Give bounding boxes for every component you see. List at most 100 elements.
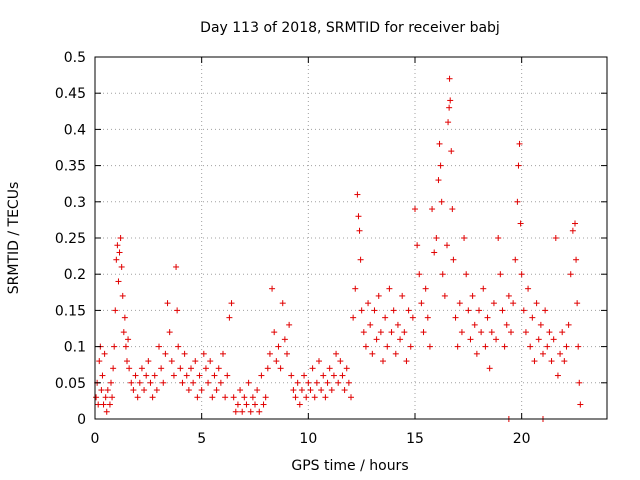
x-tick-label: 0 — [91, 431, 100, 447]
data-point — [211, 372, 218, 379]
data-point — [245, 379, 252, 386]
data-point — [394, 321, 401, 328]
data-point — [292, 394, 299, 401]
data-point — [96, 358, 103, 365]
data-point — [198, 387, 205, 394]
data-point — [401, 329, 408, 336]
data-point — [174, 307, 181, 314]
data-point — [569, 227, 576, 234]
data-point — [126, 365, 133, 372]
data-point — [322, 394, 329, 401]
y-tick-label: 0.05 — [55, 376, 86, 392]
data-point — [237, 387, 244, 394]
data-point — [447, 97, 454, 104]
data-point — [482, 343, 489, 350]
x-tick-label: 5 — [197, 431, 206, 447]
data-point — [243, 401, 250, 408]
data-point — [254, 387, 261, 394]
data-point — [576, 379, 583, 386]
data-point — [382, 314, 389, 321]
data-point — [156, 343, 162, 350]
data-point — [99, 372, 106, 379]
data-point — [567, 271, 574, 278]
data-point — [409, 314, 416, 321]
data-point — [333, 350, 340, 357]
data-point — [418, 300, 425, 307]
data-point — [405, 307, 412, 314]
data-point — [508, 329, 514, 336]
data-point — [369, 350, 376, 357]
data-point — [294, 379, 301, 386]
data-point — [277, 365, 284, 372]
data-point — [258, 372, 265, 379]
data-points — [93, 75, 584, 422]
data-point — [437, 162, 444, 169]
data-point — [260, 401, 267, 408]
data-point — [222, 394, 229, 401]
y-tick-label: 0.2 — [64, 267, 86, 283]
data-point — [95, 401, 102, 408]
data-point — [467, 336, 474, 343]
data-point — [577, 401, 584, 408]
data-point — [563, 343, 570, 350]
data-point — [266, 350, 273, 357]
data-point — [190, 379, 197, 386]
data-point — [113, 256, 120, 263]
data-point — [371, 307, 378, 314]
data-point — [478, 329, 485, 336]
data-point — [512, 256, 519, 263]
data-point — [234, 401, 241, 408]
data-point — [574, 300, 581, 307]
data-point — [397, 336, 404, 343]
data-point — [499, 307, 506, 314]
data-point — [380, 358, 386, 365]
data-point — [311, 394, 318, 401]
data-point — [497, 271, 504, 278]
data-point — [484, 314, 491, 321]
data-point — [145, 358, 152, 365]
data-point — [209, 394, 216, 401]
data-point — [326, 365, 333, 372]
y-tick-label: 0.1 — [64, 340, 86, 356]
data-point — [392, 350, 399, 357]
data-point — [341, 387, 348, 394]
data-point — [301, 372, 308, 379]
data-point — [307, 387, 314, 394]
data-point — [445, 119, 452, 126]
data-point — [435, 177, 442, 184]
data-point — [298, 387, 305, 394]
y-tick-label: 0 — [77, 412, 86, 428]
data-point — [226, 314, 233, 321]
data-point — [103, 408, 110, 415]
data-point — [456, 300, 463, 307]
data-point — [205, 379, 212, 386]
data-point — [546, 329, 553, 336]
data-point — [439, 271, 446, 278]
data-point — [362, 343, 369, 350]
data-point — [262, 394, 269, 401]
data-point — [279, 300, 286, 307]
data-point — [469, 292, 476, 299]
data-point — [125, 336, 132, 343]
y-tick-label: 0.15 — [55, 303, 86, 319]
data-point — [296, 401, 303, 408]
data-point — [217, 379, 224, 386]
data-point — [120, 329, 127, 336]
data-point — [505, 292, 512, 299]
data-point — [309, 365, 316, 372]
axis-ticks — [94, 56, 607, 420]
data-point — [151, 372, 158, 379]
data-point — [269, 285, 276, 292]
data-point — [337, 358, 344, 365]
data-point — [429, 206, 436, 213]
data-point — [110, 365, 117, 372]
data-point — [128, 379, 135, 386]
data-point — [303, 394, 310, 401]
data-point — [449, 206, 456, 213]
data-point — [228, 300, 235, 307]
data-point — [290, 387, 297, 394]
data-point — [357, 256, 364, 263]
data-point — [104, 387, 111, 394]
data-point — [188, 365, 194, 372]
